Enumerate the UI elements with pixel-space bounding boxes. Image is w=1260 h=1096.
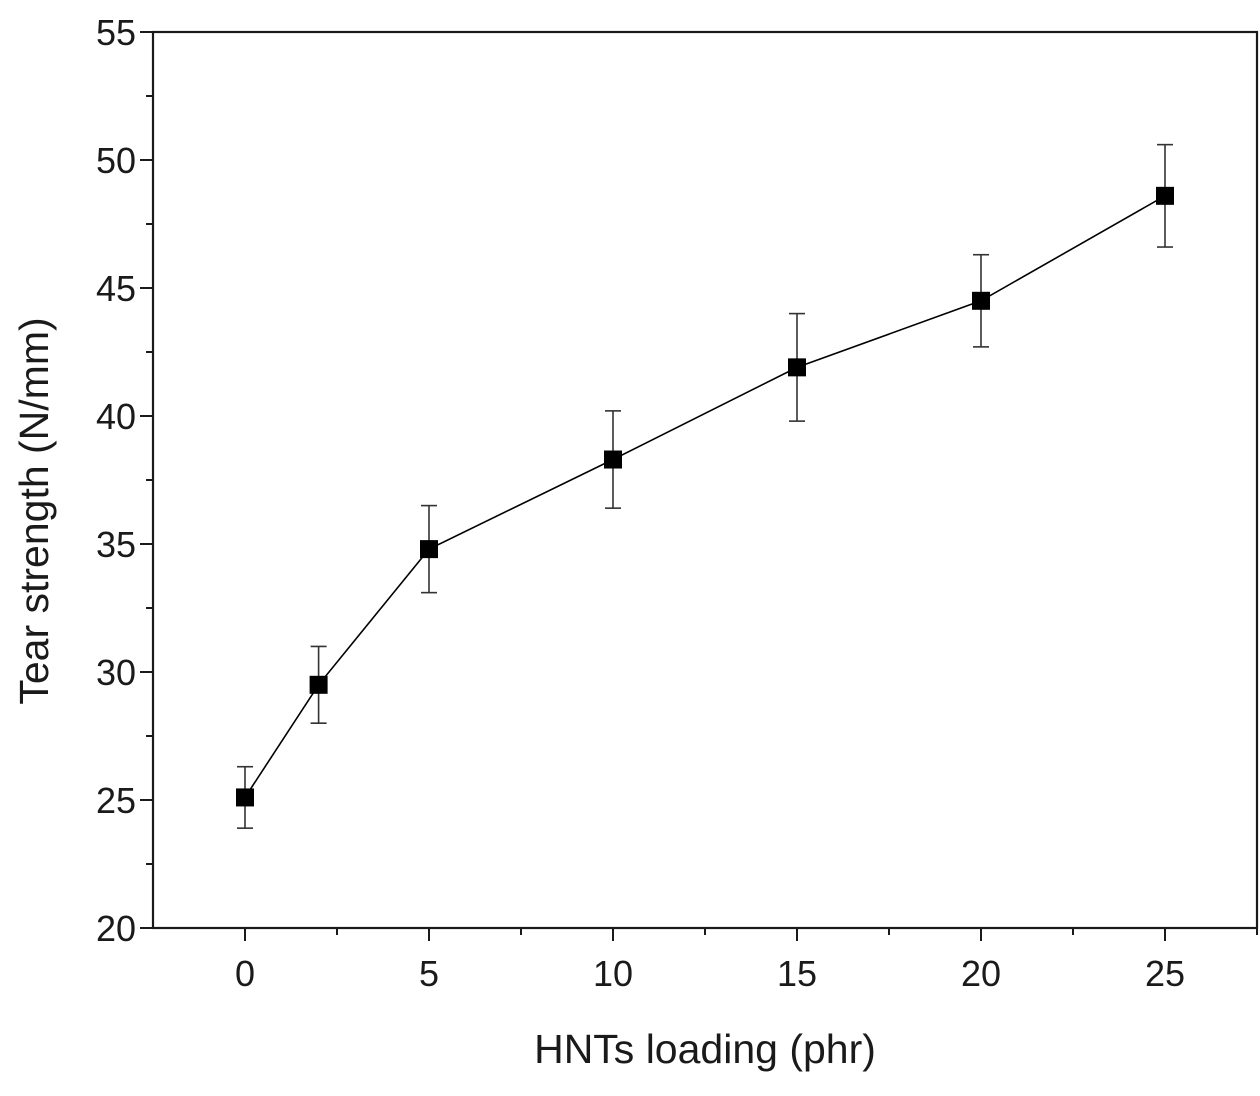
y-tick-label: 20 bbox=[96, 908, 136, 949]
y-tick-label: 40 bbox=[96, 396, 136, 437]
y-tick-label: 35 bbox=[96, 524, 136, 565]
y-tick-label: 30 bbox=[96, 652, 136, 693]
x-tick-label: 15 bbox=[777, 953, 817, 994]
data-point-marker bbox=[1156, 186, 1174, 205]
x-tick-label: 5 bbox=[419, 953, 439, 994]
data-series bbox=[236, 143, 1174, 829]
x-axis-title: HNTs loading (phr) bbox=[534, 1026, 876, 1072]
axis-ticks: 0 5 10 15 20 25 20 25 30 35 40 45 50 55 bbox=[96, 12, 1258, 994]
data-point-marker bbox=[972, 291, 990, 310]
plot-area-frame bbox=[151, 30, 1259, 930]
x-tick-label: 0 bbox=[235, 953, 255, 994]
y-tick-label: 45 bbox=[96, 268, 136, 309]
x-tick-label: 20 bbox=[961, 953, 1001, 994]
plot-frame bbox=[151, 30, 1259, 930]
data-point-marker bbox=[236, 788, 254, 807]
series-line bbox=[244, 195, 1166, 798]
x-tick-label: 10 bbox=[593, 953, 633, 994]
x-tick-label: 25 bbox=[1145, 953, 1185, 994]
y-axis-title: Tear strength (N/mm) bbox=[11, 317, 57, 704]
data-point-marker bbox=[604, 450, 622, 469]
data-point-marker bbox=[788, 358, 806, 377]
data-point-marker bbox=[309, 675, 328, 694]
y-tick-label: 25 bbox=[96, 780, 136, 821]
data-point-marker bbox=[420, 540, 438, 559]
y-tick-label: 50 bbox=[96, 140, 136, 181]
y-tick-label: 55 bbox=[96, 12, 136, 53]
